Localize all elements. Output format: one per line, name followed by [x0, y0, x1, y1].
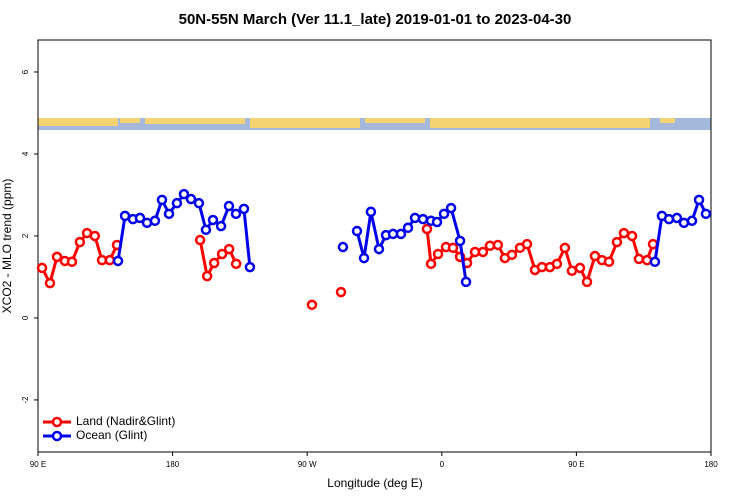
point — [431, 216, 443, 228]
x-tick-label: 180 — [166, 460, 180, 469]
point — [36, 262, 48, 274]
point — [492, 239, 504, 251]
point — [566, 265, 578, 277]
point — [421, 223, 433, 235]
point — [581, 276, 593, 288]
point — [89, 230, 101, 242]
point — [66, 256, 78, 268]
point — [373, 243, 385, 255]
point — [447, 242, 459, 254]
chart-title: 50N-55N March (Ver 11.1_late) 2019-01-01… — [179, 11, 572, 28]
point — [163, 208, 175, 220]
point — [686, 215, 698, 227]
point — [409, 212, 421, 224]
point — [574, 262, 586, 274]
series-line — [40, 228, 655, 288]
legend-marker — [51, 430, 63, 442]
point — [618, 227, 630, 239]
point — [445, 202, 457, 214]
point — [693, 194, 705, 206]
point — [417, 213, 429, 225]
x-tick-label: 0 — [440, 460, 445, 469]
point — [649, 256, 661, 268]
point — [395, 228, 407, 240]
y-axis-label: XCO2 - MLO trend (ppm) — [0, 179, 14, 314]
y-tick-label: 4 — [21, 151, 30, 156]
point — [230, 258, 242, 270]
point — [156, 194, 168, 206]
point — [506, 249, 518, 261]
point — [365, 206, 377, 218]
point — [216, 248, 228, 260]
y-tick-label: 2 — [21, 233, 30, 238]
point — [200, 224, 212, 236]
point — [641, 254, 653, 266]
point — [238, 203, 250, 215]
x-tick-label: 90 E — [568, 460, 584, 469]
point — [633, 253, 645, 265]
point — [477, 246, 489, 258]
legend-label: Ocean (Glint) — [76, 428, 147, 442]
point — [358, 252, 370, 264]
point — [337, 241, 349, 253]
point — [611, 236, 623, 248]
point — [185, 193, 197, 205]
point — [306, 299, 318, 311]
point — [460, 276, 472, 288]
x-tick-label: 90 W — [298, 460, 317, 469]
point — [351, 225, 363, 237]
legend-label: Land (Nadir&Glint) — [76, 414, 175, 428]
point — [208, 257, 220, 269]
point — [223, 200, 235, 212]
point — [134, 212, 146, 224]
point — [438, 208, 450, 220]
point — [178, 188, 190, 200]
point — [171, 197, 183, 209]
point — [663, 213, 675, 225]
point — [223, 243, 235, 255]
point — [230, 208, 242, 220]
point — [425, 258, 437, 270]
y-tick-label: 0 — [21, 315, 30, 320]
x-tick-label: 90 E — [30, 460, 46, 469]
point — [104, 254, 116, 266]
y-tick-label: -2 — [21, 396, 30, 404]
point — [559, 242, 571, 254]
point — [112, 255, 124, 267]
point — [671, 212, 683, 224]
point — [626, 230, 638, 242]
point — [244, 261, 256, 273]
point — [335, 286, 347, 298]
point — [432, 248, 444, 260]
point — [51, 251, 63, 263]
point — [215, 220, 227, 232]
point — [193, 197, 205, 209]
map-strip — [38, 118, 711, 130]
x-tick-label: 180 — [704, 460, 718, 469]
point — [603, 256, 615, 268]
point — [149, 215, 161, 227]
point — [402, 222, 414, 234]
plot-frame — [37, 39, 712, 453]
point — [194, 234, 206, 246]
point — [454, 235, 466, 247]
point — [700, 208, 712, 220]
point — [207, 214, 219, 226]
point — [74, 236, 86, 248]
point — [44, 277, 56, 289]
legend-marker — [51, 416, 63, 428]
point — [521, 238, 533, 250]
point — [201, 270, 213, 282]
point — [678, 217, 690, 229]
x-axis-label: Longitude (deg E) — [327, 476, 422, 490]
y-tick-label: 6 — [21, 69, 30, 74]
point — [551, 258, 563, 270]
